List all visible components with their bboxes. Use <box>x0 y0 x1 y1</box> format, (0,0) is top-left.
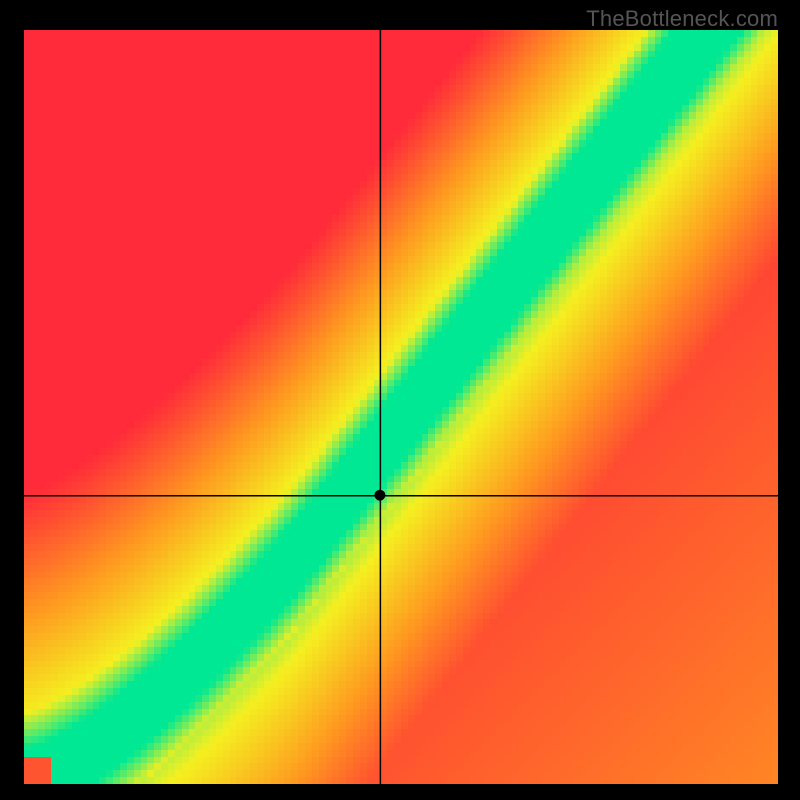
watermark-text: TheBottleneck.com <box>586 6 778 32</box>
chart-frame: TheBottleneck.com <box>0 0 800 800</box>
crosshair-overlay <box>24 30 778 784</box>
